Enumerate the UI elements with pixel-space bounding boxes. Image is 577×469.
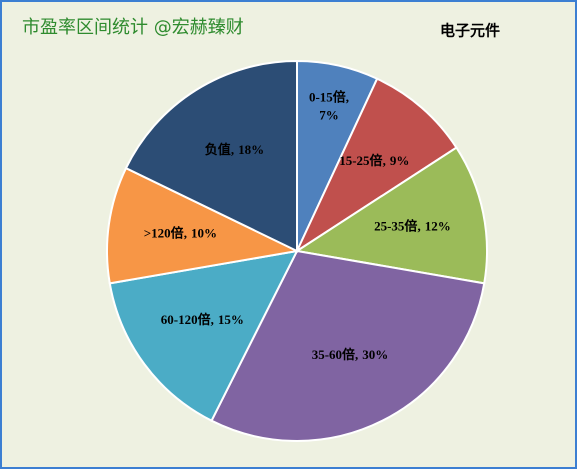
pie-slice [210,249,486,442]
category-label: 35-60倍 [312,347,355,362]
chart-title: 电子元件 [440,22,500,40]
value-label: 9% [390,153,410,168]
category-label: 0-15倍 [309,89,346,104]
data-label: >120倍, 10% [144,226,217,241]
pie-slice [294,77,458,254]
data-label: 25-35倍, 12% [374,218,451,233]
category-label: 25-35倍 [374,218,417,233]
pie-slice [294,146,488,285]
pie-slice [108,249,299,423]
category-label: 60-120倍 [161,312,211,327]
data-label: 15-25倍, 9% [339,153,409,168]
pie-slice [106,166,301,285]
category-label: 负值 [205,142,231,157]
separator: , [417,218,420,233]
pie-slice [124,59,298,253]
separator: , [346,89,349,104]
separator: , [383,153,386,168]
value-label: 18% [238,142,264,157]
separator: , [211,312,214,327]
value-label: 12% [425,218,451,233]
separator: , [231,142,234,157]
data-label: 35-60倍, 30% [312,347,389,362]
data-label: 60-120倍, 15% [161,312,244,327]
value-label: 7% [319,107,339,122]
header: 市盈率区间统计 @宏赫臻财 [22,17,244,38]
separator: , [184,226,187,241]
data-label: 0-15倍, 7% [309,89,349,122]
separator: , [355,347,358,362]
value-label: 30% [362,347,388,362]
category-label: 15-25倍 [339,153,382,168]
category-label: >120倍 [144,226,184,241]
data-label: 负值, 18% [205,142,264,157]
value-label: 10% [191,226,217,241]
value-label: 15% [218,312,244,327]
